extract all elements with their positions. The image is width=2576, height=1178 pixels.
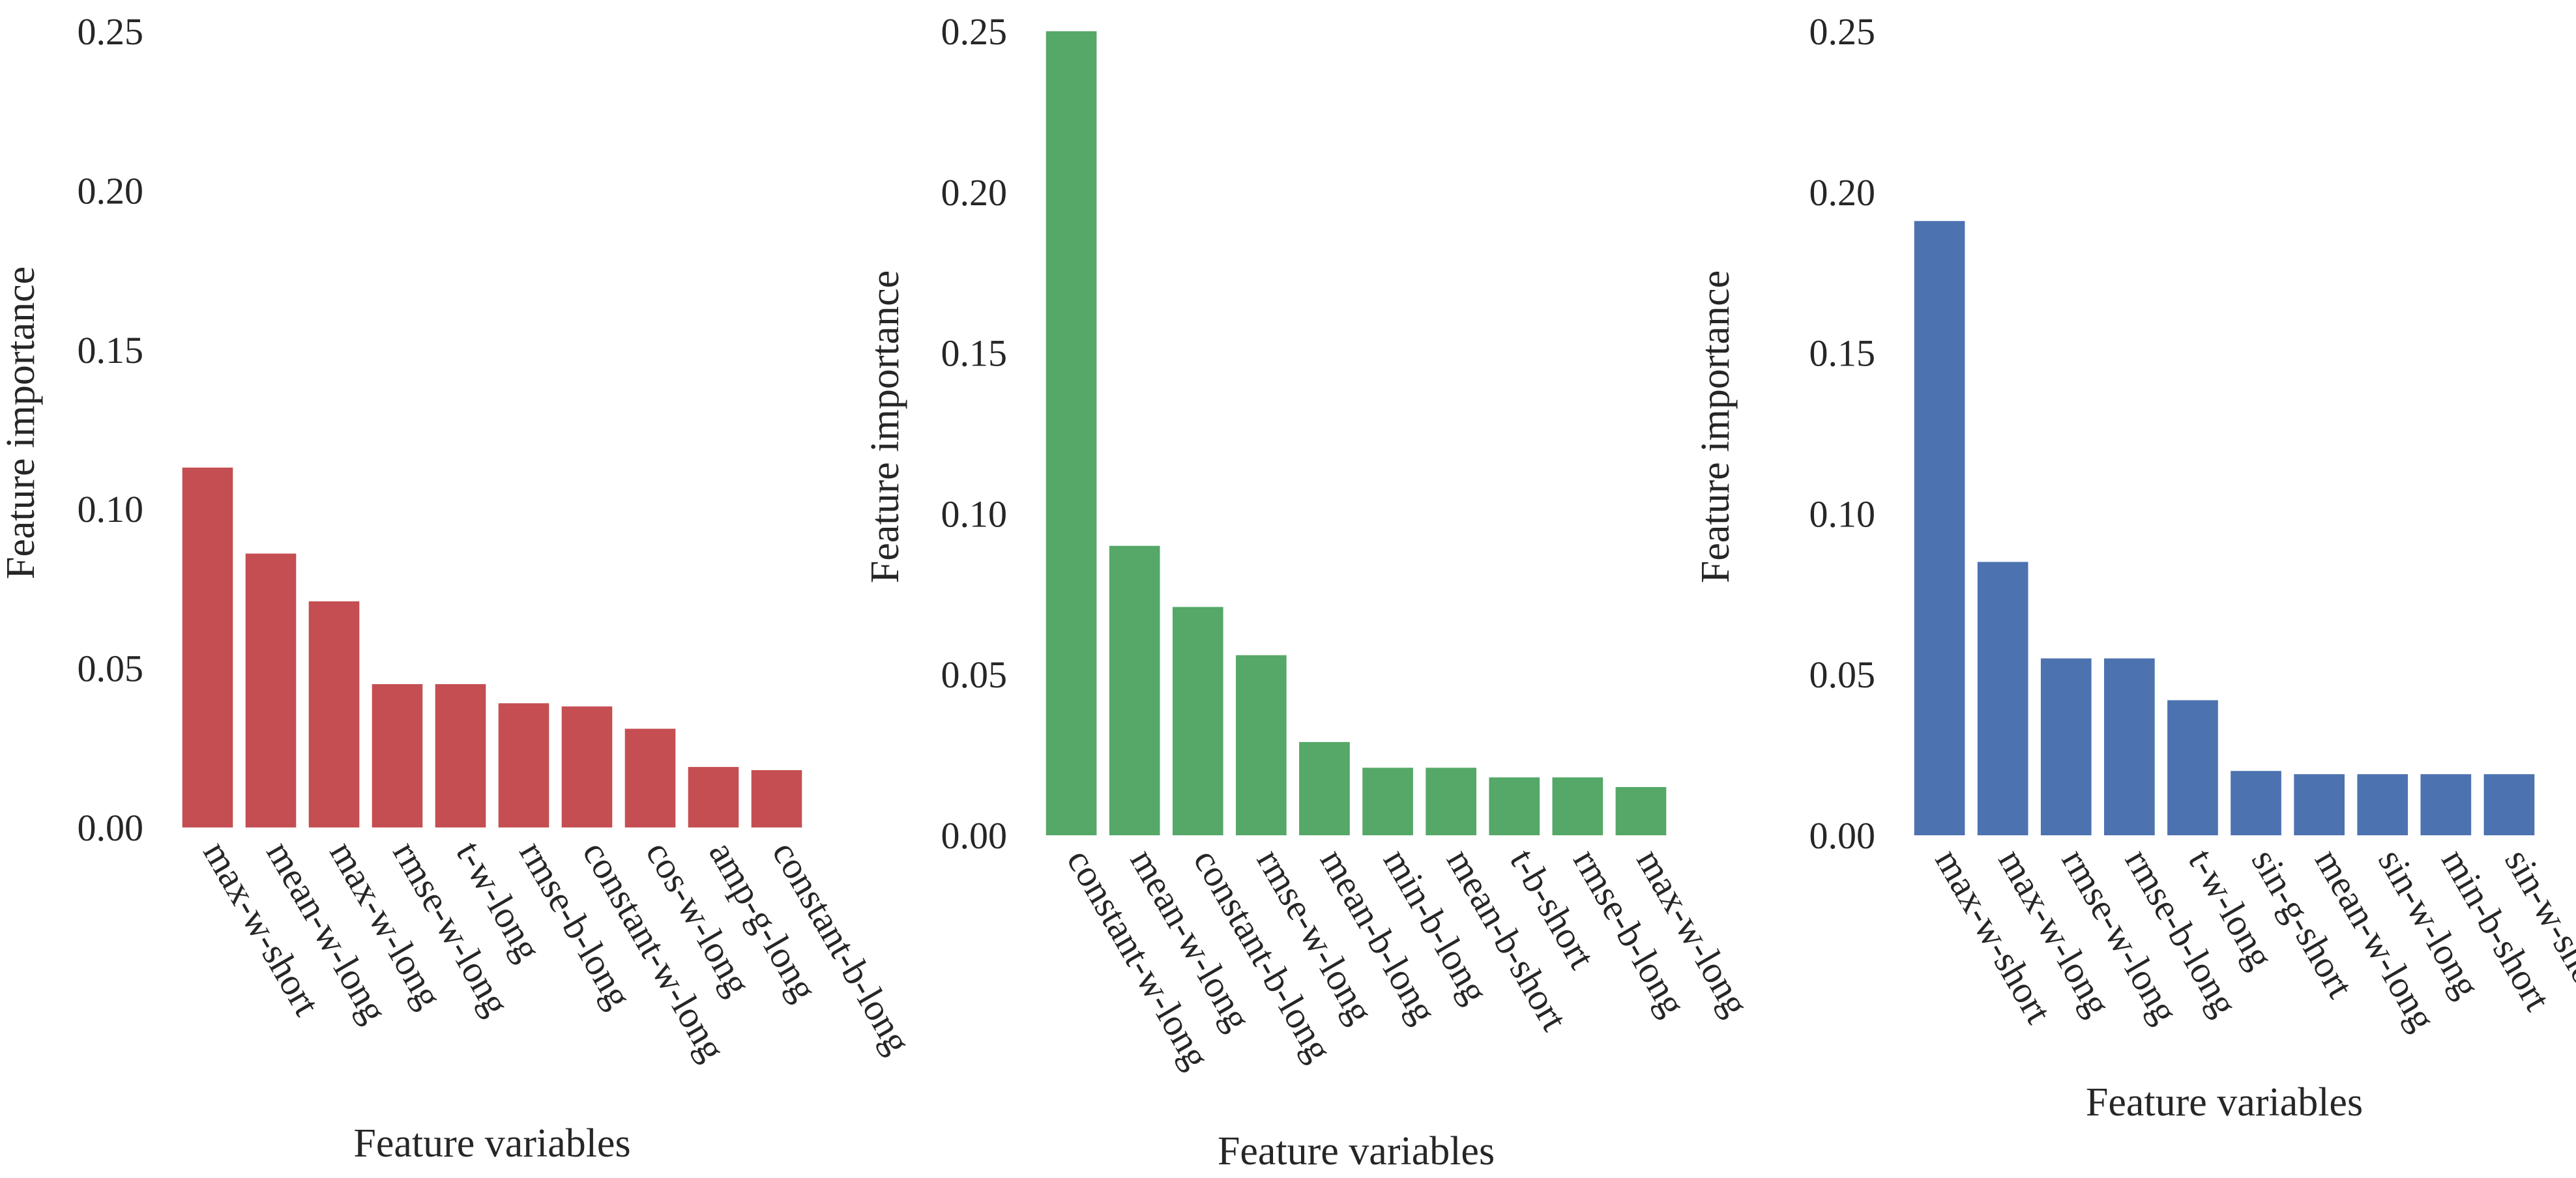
bar-t-b-short [1489,777,1540,835]
bar-min-b-short [2420,774,2472,835]
bar-min-b-long [1362,768,1413,835]
chart-panel-1: 0.00 0.05 0.10 0.15 0.20 0.25 Feature importan… [0,10,920,1166]
y-tick-label: 0.25 [78,10,144,53]
y-axis-label: Feature importance [0,266,43,579]
bar-constant-b-long [751,770,802,827]
x-axis-label: Feature variables [2086,1080,2363,1125]
y-tick-label: 0.25 [941,10,1008,53]
bar-max-w-short [182,467,233,827]
y-tick-label: 0.00 [78,807,144,849]
bar-rmse-w-long [372,684,423,827]
bar-amp-g-long [688,767,739,827]
x-axis-label: Feature variables [1218,1129,1495,1173]
bar-mean-b-long [1299,741,1350,835]
y-tick-label: 0.00 [941,814,1008,857]
bar-max-w-long [1615,786,1667,835]
bar-constant-w-long [1046,31,1097,835]
y-tick-label: 0.05 [78,648,144,690]
y-axis-label: Feature importance [863,270,907,583]
bar-sin-g-short [2231,771,2281,835]
y-tick-label: 0.15 [1809,332,1876,375]
bar-max-w-short [1914,221,1965,835]
bar-constant-b-long [1172,607,1223,835]
y-tick-label: 0.15 [78,329,144,371]
bar-rmse-b-long [498,703,549,827]
y-tick-label: 0.25 [1809,10,1876,53]
y-tick-label: 0.20 [1809,171,1876,214]
y-axis-label: Feature importance [1693,270,1738,583]
bar-mean-b-short [1426,768,1476,835]
y-tick-label: 0.20 [941,171,1008,214]
bar-sin-w-short [2483,774,2535,835]
bar-t-w-long [2167,700,2218,835]
bar-sin-w-long [2357,774,2408,835]
bar-mean-w-long [2294,774,2345,835]
bar-mean-w-long [245,553,297,827]
y-tick-label: 0.00 [1809,814,1876,857]
chart-panel-2: 0.00 0.05 0.10 0.15 0.20 0.25 Feature importan… [863,10,1757,1173]
y-tick-label: 0.10 [1809,493,1876,535]
y-tick-label: 0.10 [78,488,144,530]
bar-mean-w-long [1109,545,1160,835]
y-tick-label: 0.10 [941,493,1008,535]
y-tick-label: 0.20 [78,169,144,212]
y-tick-label: 0.05 [1809,654,1876,696]
bar-max-w-long [1977,562,2028,835]
bar-rmse-w-long [2040,658,2092,835]
bar-t-w-long [435,684,486,827]
bar-rmse-b-long [1552,777,1603,835]
y-tick-label: 0.15 [941,332,1008,375]
bar-max-w-long [308,601,360,827]
chart-panel-3: 0.00 0.05 0.10 0.15 0.20 0.25 Feature importan… [1693,10,2576,1125]
bar-constant-w-long [561,706,613,827]
bar-rmse-b-long [2104,658,2155,835]
bar-cos-w-long [624,728,676,827]
y-tick-label: 0.05 [941,654,1008,696]
x-axis-label: Feature variables [353,1121,630,1166]
bar-rmse-w-long [1236,655,1287,835]
